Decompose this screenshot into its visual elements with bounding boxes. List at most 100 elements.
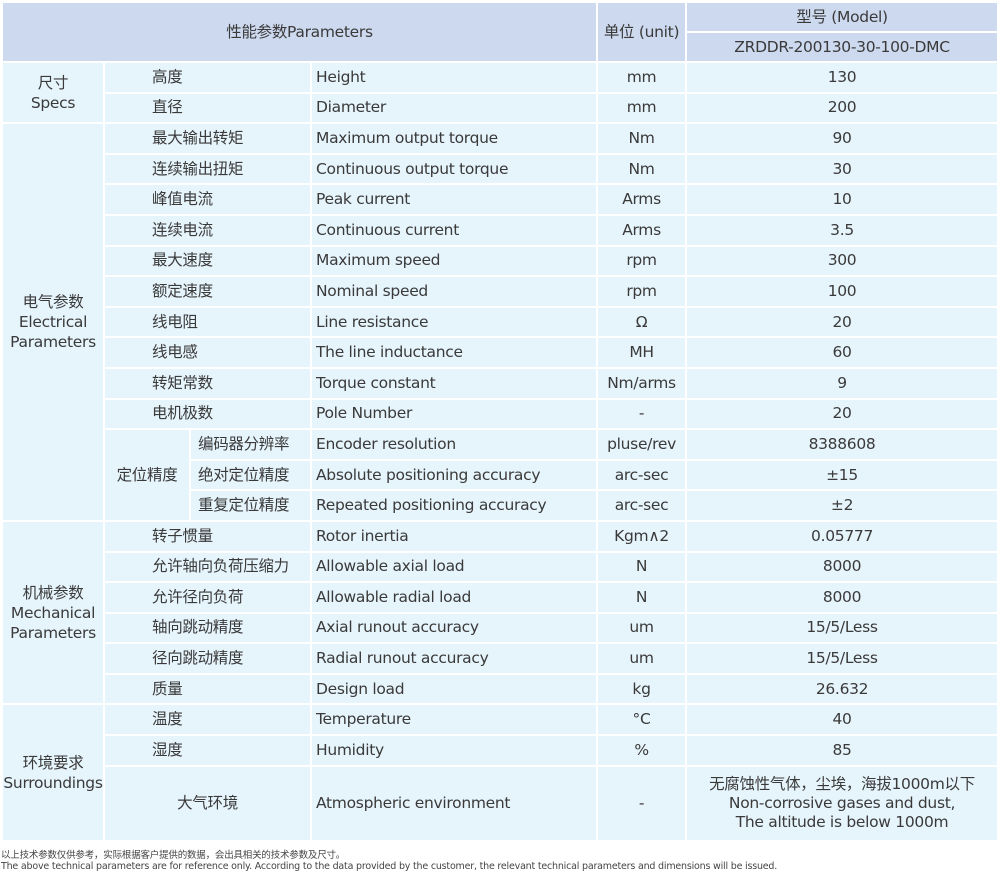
param-value: 90	[687, 124, 998, 153]
param-name-cn: 温度	[105, 705, 310, 735]
param-name-cn: 转矩常数	[105, 368, 310, 398]
param-value: 无腐蚀性气体，尘埃，海拔1000m以下 Non-corrosive gases …	[687, 766, 998, 840]
param-value: 300	[687, 246, 998, 276]
param-unit: Arms	[598, 215, 686, 245]
header-row: 性能参数Parameters 单位 (unit) 型号 (Model)	[3, 3, 998, 61]
param-name-cn: 质量	[105, 674, 310, 704]
table-row: 连续电流 Continuous current Arms 3.5	[3, 215, 998, 245]
param-name-en: Diameter	[312, 93, 597, 123]
group-label: 环境要求 Surroundings	[3, 705, 103, 840]
param-unit: um	[598, 644, 686, 673]
param-unit: °C	[598, 705, 686, 735]
param-name-en: Humidity	[312, 736, 597, 765]
group-label-en: Surroundings	[3, 773, 103, 792]
param-name-en: Encoder resolution	[312, 430, 597, 459]
param-value: 0.05777	[687, 521, 998, 551]
group-label-en: Electrical Parameters	[10, 313, 96, 352]
param-unit: arc-sec	[598, 491, 686, 520]
param-name-en: Peak current	[312, 185, 597, 214]
table-row: 转矩常数 Torque constant Nm/arms 9	[3, 368, 998, 398]
param-name-cn: 重复定位精度	[191, 491, 310, 520]
param-name-en: Pole Number	[312, 399, 597, 429]
param-name-en: Line resistance	[312, 307, 597, 337]
param-unit: %	[598, 736, 686, 765]
table-row: 机械参数 Mechanical Parameters 转子惯量 Rotor inert…	[3, 521, 998, 704]
subgroup-label: 定位精度	[105, 430, 189, 520]
param-unit: Ω	[598, 307, 686, 337]
group-label-cn: 尺寸	[37, 73, 69, 92]
param-name-en: Axial runout accuracy	[312, 613, 597, 643]
footnote-cn: 以上技术参数仅供参考，实际根据客户提供的数据，会出具相关的技术参数及尺寸。	[1, 850, 346, 861]
param-name-cn: 线电阻	[105, 307, 310, 337]
param-name-cn: 直径	[105, 93, 310, 123]
param-name-cn: 连续输出扭矩	[105, 154, 310, 184]
param-name-en: Continuous current	[312, 215, 597, 245]
header-row: ZRDDR-200130-30-100-DMC	[3, 33, 998, 61]
table-row: 峰值电流 Peak current Arms 10	[3, 185, 998, 214]
param-name-cn: 大气环境	[105, 766, 310, 840]
param-name-cn: 绝对定位精度	[191, 460, 310, 490]
param-unit: Arms	[598, 185, 686, 214]
table-row: 线电阻 Line resistance Ω 20	[3, 307, 998, 337]
param-unit: mm	[598, 93, 686, 123]
table-row: 尺寸 Specs 高度 Height mm 130	[3, 63, 998, 123]
param-name-cn: 转子惯量	[105, 521, 310, 551]
param-name-en: Height	[312, 63, 597, 92]
param-name-en: Atmospheric environment	[312, 766, 597, 840]
param-name-cn: 轴向跳动精度	[105, 613, 310, 643]
param-value: 8388608	[687, 430, 998, 459]
header-model-label: 型号 (Model)	[687, 3, 998, 31]
param-unit: mm	[598, 63, 686, 92]
group-label-en: Mechanical Parameters	[10, 603, 96, 642]
param-value: 9	[687, 368, 998, 398]
table-row: 环境要求 Surroundings 温度 Temperature °C 40	[3, 705, 998, 840]
param-value: 20	[687, 399, 998, 429]
param-name-en: Rotor inertia	[312, 521, 597, 551]
table-row: 连续输出扭矩 Continuous output torque Nm 30	[3, 154, 998, 184]
param-name-en: The line inductance	[312, 338, 597, 367]
param-name-cn: 最大速度	[105, 246, 310, 276]
table-row: 大气环境 Atmospheric environment - 无腐蚀性气体，尘埃，海拔…	[3, 766, 998, 840]
param-name-en: Continuous output torque	[312, 154, 597, 184]
param-name-cn: 电机极数	[105, 399, 310, 429]
param-unit: N	[598, 583, 686, 612]
table-row: 定位精度 编码器分辨率 Encoder resolution pluse/rev 838…	[3, 430, 998, 520]
table-row: 电气参数 Electrical Parameters 最大输出转矩 Maximum o…	[3, 124, 998, 520]
param-name-en: Allowable radial load	[312, 583, 597, 612]
table-row: 线电感 The line inductance MH 60	[3, 338, 998, 367]
param-unit: rpm	[598, 246, 686, 276]
param-unit: -	[598, 399, 686, 429]
group-label-cn: 电气参数	[22, 293, 84, 312]
table-row: 直径 Diameter mm 200	[3, 93, 998, 123]
param-name-en: Temperature	[312, 705, 597, 735]
param-name-cn: 线电感	[105, 338, 310, 367]
param-value: 85	[687, 736, 998, 765]
table-row: 允许径向负荷 Allowable radial load N 8000	[3, 583, 998, 612]
header-parameters: 性能参数Parameters	[3, 3, 597, 61]
param-unit: Kgm∧2	[598, 521, 686, 551]
param-unit: pluse/rev	[598, 430, 686, 459]
group-label-cn: 环境要求	[22, 753, 84, 772]
param-name-cn: 最大输出转矩	[105, 124, 310, 153]
table-row: 重复定位精度 Repeated positioning accuracy arc-s…	[3, 491, 998, 520]
group-label-en: Specs	[30, 93, 76, 112]
spec-table: 性能参数Parameters 单位 (unit) 型号 (Model) ZRDD…	[1, 1, 1000, 842]
param-name-cn: 额定速度	[105, 277, 310, 306]
param-name-cn: 高度	[105, 63, 310, 92]
param-name-cn: 湿度	[105, 736, 310, 765]
param-value: 20	[687, 307, 998, 337]
param-name-en: Torque constant	[312, 368, 597, 398]
param-value: 15/5/Less	[687, 613, 998, 643]
param-value: 10	[687, 185, 998, 214]
param-name-en: Design load	[312, 674, 597, 704]
param-unit: Nm	[598, 124, 686, 153]
param-unit: Nm	[598, 154, 686, 184]
param-unit: -	[598, 766, 686, 840]
param-name-en: Repeated positioning accuracy	[312, 491, 597, 520]
param-name-cn: 允许轴向负荷压缩力	[105, 552, 310, 582]
table-row: 电机极数 Pole Number -20	[3, 399, 998, 429]
table-row: 额定速度 Nominal speed rpm 100	[3, 277, 998, 306]
header-unit: 单位 (unit)	[598, 3, 686, 61]
param-value: 8000	[687, 552, 998, 582]
table-row: 质量 Design load kg 26.632	[3, 674, 998, 704]
